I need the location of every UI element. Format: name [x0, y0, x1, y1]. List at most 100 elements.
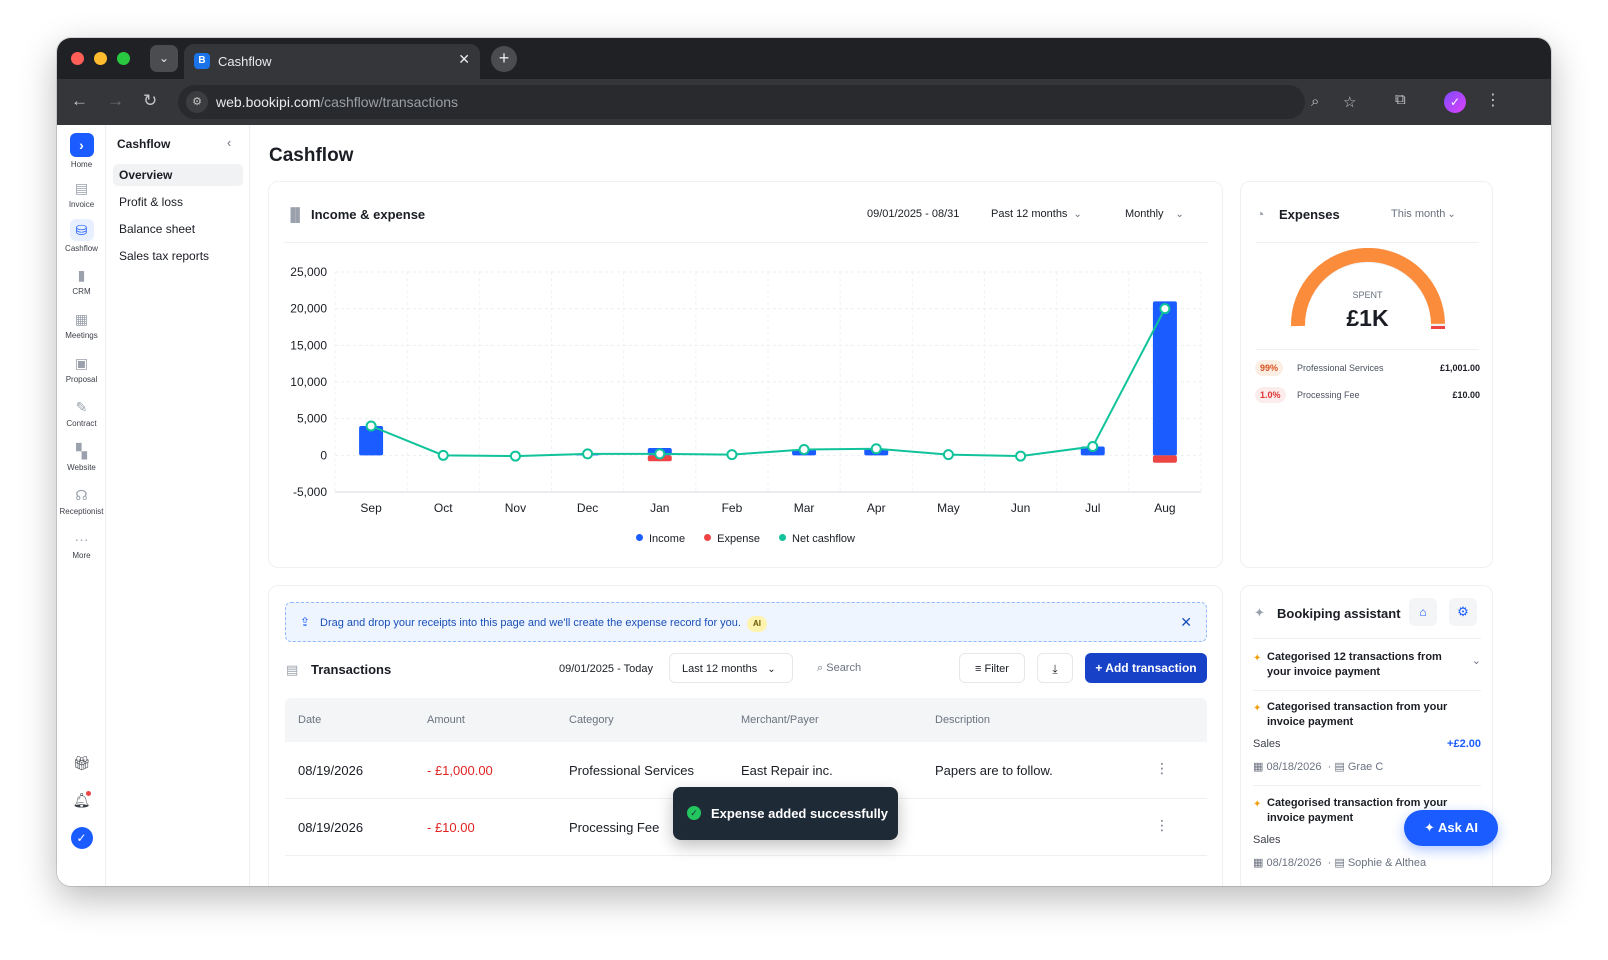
site-settings-icon[interactable]: ⚙	[186, 91, 208, 113]
row-menu-icon[interactable]: ⋮	[1155, 817, 1169, 833]
chevron-down-icon[interactable]: ⌄	[1471, 655, 1481, 667]
net-cashflow-point	[654, 448, 666, 460]
new-tab-plus-icon[interactable]: +	[491, 46, 517, 72]
account-check-icon: ✓	[70, 827, 93, 849]
gear-icon[interactable]: ⚙	[1449, 598, 1477, 626]
rail-label: Contract	[66, 419, 97, 428]
legend-item-expense[interactable]: Expense	[704, 533, 760, 545]
notifications-button[interactable]: 🔔︎	[57, 791, 106, 809]
income-bar	[1152, 301, 1177, 456]
meetings-icon: ▦	[74, 311, 89, 327]
assistant-item[interactable]: ✦ Categorised transaction from your invo…	[1253, 700, 1481, 780]
bookmark-star-icon[interactable]: ☆	[1343, 94, 1357, 111]
zoom-magnifier-icon[interactable]: ⌕	[1311, 93, 1320, 110]
rail-item-more[interactable]: ··· More	[57, 530, 106, 560]
column-header-date[interactable]: Date	[298, 714, 322, 726]
bookipi-favicon-icon: B	[194, 53, 210, 69]
cell-description: Papers are to follow.	[935, 763, 1053, 778]
transactions-period-dropdown[interactable]: Last 12 months ⌄	[669, 653, 793, 683]
row-menu-icon[interactable]: ⋮	[1155, 760, 1169, 776]
tab-close-icon[interactable]: ✕	[458, 51, 470, 67]
rail-item-website[interactable]: ▚ Website	[57, 442, 106, 472]
x-tick-label: Jun	[1011, 501, 1030, 515]
close-window-button[interactable]	[71, 52, 84, 65]
rail-item-invoice[interactable]: ▤ Invoice	[57, 179, 106, 209]
rail-item-home[interactable]: › Home	[57, 133, 106, 169]
chevron-down-icon: ⌄	[1447, 209, 1456, 220]
transactions-title: Transactions	[311, 662, 392, 677]
net-cashflow-line	[370, 308, 1166, 458]
net-cashflow-point	[726, 449, 738, 461]
toast-text: Expense added successfully	[711, 806, 889, 821]
back-arrow-icon[interactable]: ←	[71, 91, 88, 110]
card-divider	[1256, 349, 1479, 350]
building-icon: ▤	[1334, 761, 1345, 773]
net-cashflow-point	[509, 450, 521, 462]
gauge-label: SPENT	[1352, 290, 1383, 300]
tab-search-chevron-down-icon[interactable]: ⌄	[150, 45, 178, 72]
download-icon: ⤓	[1052, 662, 1058, 676]
subnav-item-overview[interactable]: Overview	[113, 164, 243, 186]
banner-text: Drag and drop your receipts into this pa…	[320, 616, 767, 632]
table-row[interactable]: 08/19/2026 - £10.00 Processing Fee ⋮	[285, 799, 1207, 856]
upload-icon: ⇪	[300, 615, 311, 629]
expenses-period-dropdown[interactable]: This month ⌄	[1391, 208, 1456, 220]
receipt-dropzone-banner[interactable]: ⇪ Drag and drop your receipts into this …	[285, 602, 1207, 642]
net-cashflow-point	[1159, 303, 1171, 315]
legend-dot	[636, 534, 643, 541]
income-period-dropdown[interactable]: Past 12 months ⌄	[991, 208, 1082, 220]
browser-menu-icon[interactable]: ⋮	[1485, 92, 1501, 109]
gauge-value: £1K	[1346, 305, 1389, 331]
rail-item-receptionist[interactable]: ☊ Receptionist	[57, 486, 106, 516]
browser-tab[interactable]: B Cashflow ✕	[184, 44, 480, 79]
collapse-chevron-left-icon[interactable]: ‹	[227, 135, 232, 150]
transactions-search-input[interactable]: ⌕ Search	[817, 662, 862, 674]
x-tick-label: Jul	[1085, 501, 1100, 515]
income-date-range: 09/01/2025 - 08/31	[867, 208, 960, 220]
invoice-icon: ▤	[74, 180, 89, 196]
address-url[interactable]: web.bookipi.com/cashflow/transactions	[216, 94, 459, 110]
x-tick-label: Apr	[867, 501, 886, 515]
subnav-item-profit-loss[interactable]: Profit & loss	[119, 195, 184, 209]
rail-item-crm[interactable]: ▮ CRM	[57, 266, 106, 296]
cell-category: Professional Services	[569, 763, 694, 778]
column-header-merchant[interactable]: Merchant/Payer	[741, 714, 819, 726]
filter-button[interactable]: ≡ Filter	[959, 653, 1025, 683]
legend-item-income[interactable]: Income	[636, 533, 685, 545]
subnav-item-sales-tax-reports[interactable]: Sales tax reports	[119, 249, 210, 263]
column-header-category[interactable]: Category	[569, 714, 614, 726]
rail-label: Receptionist	[59, 507, 104, 516]
expense-row[interactable]: 1.0% Processing Fee £10.00	[1255, 386, 1480, 404]
rail-item-meetings[interactable]: ▦ Meetings	[57, 310, 106, 340]
column-header-description[interactable]: Description	[935, 714, 991, 726]
more-dots-icon: ···	[74, 531, 89, 547]
address-bar[interactable]: ⚙ web.bookipi.com/cashflow/transactions …	[178, 85, 1356, 119]
maximize-window-button[interactable]	[117, 52, 130, 65]
assistant-item[interactable]: ✦ Categorised 12 transactions from your …	[1253, 650, 1481, 690]
assistant-item[interactable]: ✦ Categorised transaction from your invo…	[1253, 796, 1481, 869]
forward-arrow-icon[interactable]: →	[107, 91, 124, 110]
legend-item-net-cashflow[interactable]: Net cashflow	[779, 533, 855, 545]
subnav-item-balance-sheet[interactable]: Balance sheet	[119, 222, 196, 236]
extensions-puzzle-icon[interactable]: ⧉	[1395, 91, 1406, 108]
rail-item-cashflow[interactable]: ⛁ Cashflow	[57, 219, 106, 253]
column-header-amount[interactable]: Amount	[427, 714, 465, 726]
cell-date: 08/19/2026	[298, 820, 364, 835]
reload-icon[interactable]: ↻	[143, 91, 158, 110]
bank-icon[interactable]: ⌂	[1409, 598, 1437, 626]
download-button[interactable]: ⤓	[1037, 653, 1073, 683]
income-expense-card: ▐▌ Income & expense 09/01/2025 - 08/31 P…	[268, 181, 1223, 568]
minimize-window-button[interactable]	[94, 52, 107, 65]
close-icon[interactable]: ✕	[1180, 614, 1192, 630]
expense-row[interactable]: 99% Professional Services £1,001.00	[1255, 359, 1480, 377]
y-tick-label: 5,000	[297, 412, 327, 426]
ask-ai-button[interactable]: ✦ Ask AI	[1404, 810, 1498, 846]
subnav-title: Cashflow	[117, 137, 171, 151]
rail-item-contract[interactable]: ✎ Contract	[57, 398, 106, 428]
profile-avatar[interactable]: ✓	[1444, 91, 1466, 113]
income-interval-dropdown[interactable]: Monthly ⌄	[1125, 208, 1184, 220]
gift-button[interactable]: 🎁︎	[57, 754, 106, 772]
rail-item-proposal[interactable]: ▣ Proposal	[57, 354, 106, 384]
add-transaction-button[interactable]: + Add transaction	[1085, 653, 1207, 683]
account-button[interactable]: ✓	[57, 827, 106, 849]
